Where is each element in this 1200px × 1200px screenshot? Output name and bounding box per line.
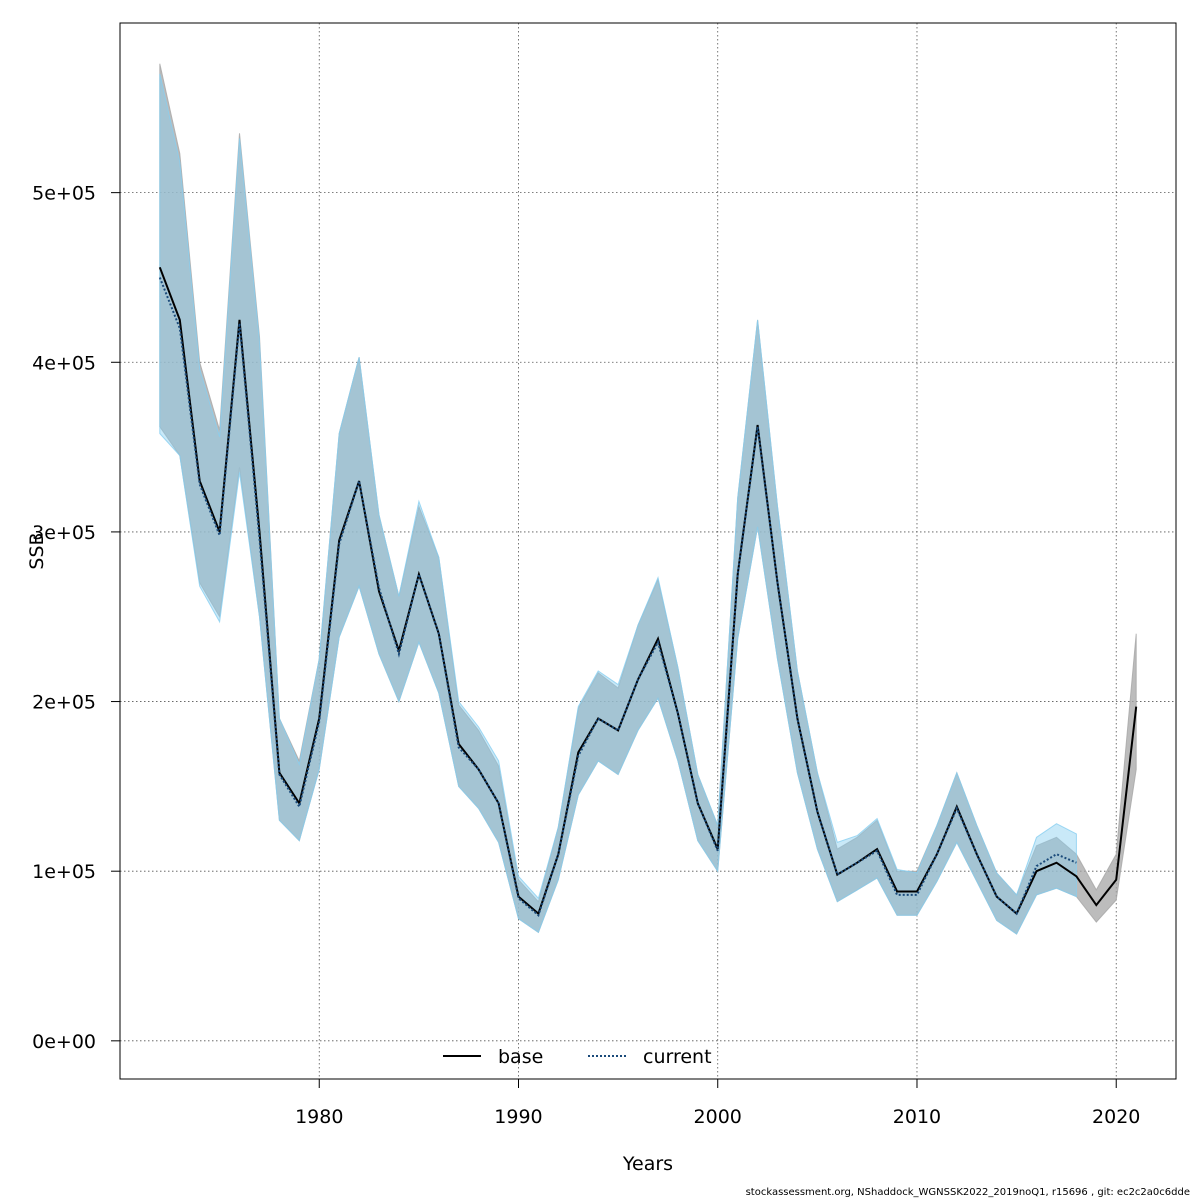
y-tick-label: 1e+05 <box>32 861 96 883</box>
grid-lines <box>120 23 1176 1079</box>
x-axis: 1980 1990 2000 2010 2020 <box>295 1079 1140 1128</box>
y-tick-label: 5e+05 <box>32 183 96 205</box>
legend-item-current: current <box>588 1046 712 1068</box>
y-axis: 0e+00 1e+05 2e+05 3e+05 4e+05 5e+05 <box>32 183 120 1053</box>
series-lines <box>158 266 1138 918</box>
line-current <box>158 277 1077 918</box>
x-tick-label: 1980 <box>295 1106 343 1128</box>
y-tick-label: 2e+05 <box>32 692 96 714</box>
x-tick-label: 2000 <box>694 1106 742 1128</box>
y-tick-label: 3e+05 <box>32 522 96 544</box>
legend-label-base: base <box>498 1046 543 1068</box>
legend: base current <box>443 1046 712 1068</box>
confidence-bands <box>159 63 1137 935</box>
y-tick-label: 4e+05 <box>32 352 96 374</box>
legend-label-current: current <box>643 1046 712 1068</box>
x-tick-label: 2020 <box>1092 1106 1140 1128</box>
y-axis-title: SSB <box>26 532 48 569</box>
legend-item-base: base <box>443 1046 543 1068</box>
plot-frame <box>119 22 1177 1080</box>
footer-credit: stockassessment.org, NShaddock_WGNSSK202… <box>745 1187 1190 1198</box>
x-axis-title: Years <box>622 1153 673 1175</box>
x-tick-label: 2010 <box>893 1106 941 1128</box>
band-current <box>159 73 1077 935</box>
x-tick-label: 1990 <box>494 1106 542 1128</box>
y-tick-label: 0e+00 <box>32 1031 96 1053</box>
